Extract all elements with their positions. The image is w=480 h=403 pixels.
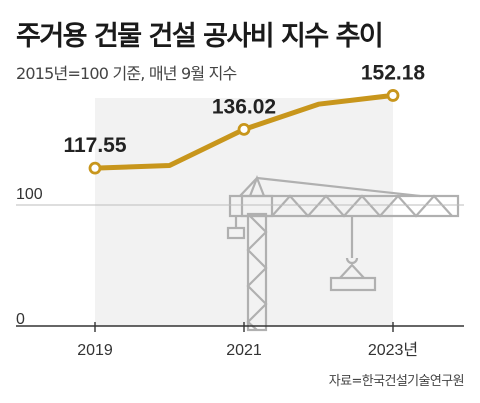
crane-illustration <box>226 174 460 332</box>
x-tick-label: 2021 <box>226 342 262 359</box>
data-label: 136.02 <box>212 95 276 118</box>
data-point <box>237 122 251 136</box>
source-note: 자료=한국건설기술연구원 <box>328 374 465 389</box>
chart-subtitle: 2015년=100 기준, 매년 9월 지수 <box>16 64 237 83</box>
data-label: 117.55 <box>63 134 126 157</box>
data-label: 152.18 <box>361 61 426 84</box>
y-tick-label: 0 <box>16 311 25 328</box>
chart-title: 주거용 건물 건설 공사비 지수 추이 <box>16 21 384 52</box>
x-tick-label: 2019 <box>77 342 113 359</box>
x-tick-label: 2023년 <box>368 341 418 359</box>
data-point <box>88 161 102 175</box>
data-point <box>386 89 400 102</box>
y-tick-label: 100 <box>16 186 43 203</box>
plot-background <box>95 98 393 326</box>
